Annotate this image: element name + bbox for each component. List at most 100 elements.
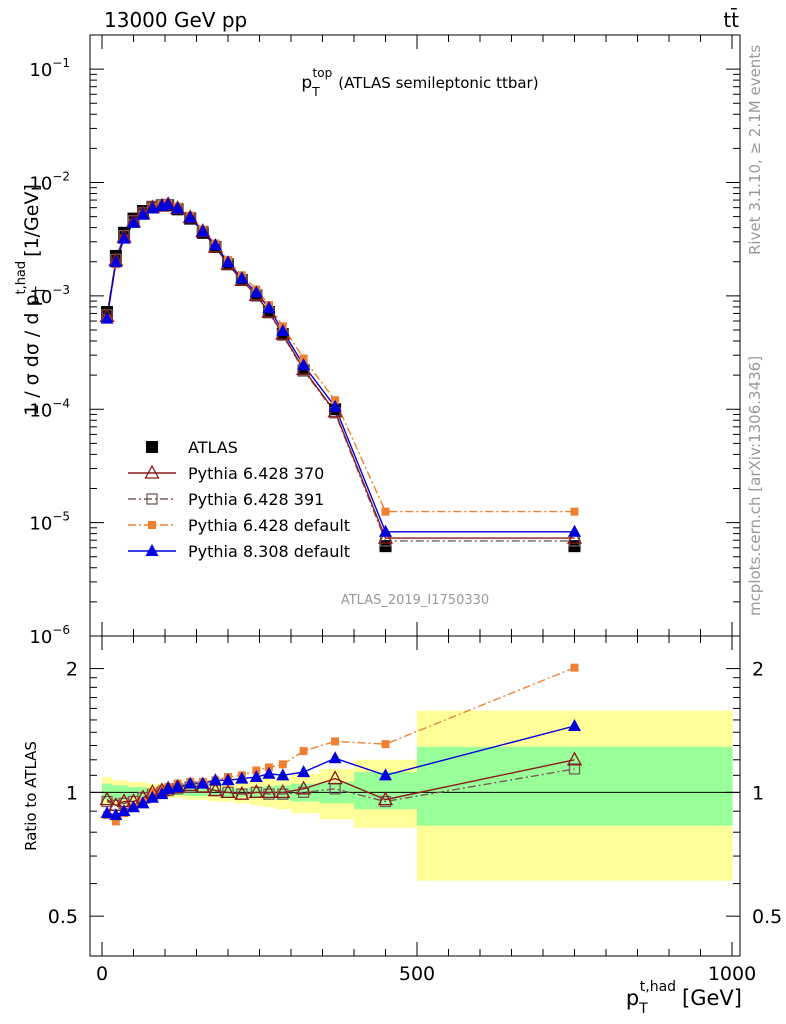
- point-p8: [136, 207, 150, 220]
- legend-label-p391: Pythia 6.428 391: [188, 490, 324, 509]
- point-p8: [262, 301, 276, 314]
- ytick-exp: −4: [52, 396, 70, 410]
- ratio-point-p391: [568, 763, 581, 775]
- ratio-ytick-label-left: 1: [66, 782, 78, 804]
- band-inner: [417, 746, 733, 826]
- series-line-p391: [106, 203, 575, 542]
- ratio-point-p370: [566, 751, 583, 766]
- ratio-ytick-label-right: 1: [752, 782, 764, 804]
- point-p8: [249, 285, 263, 298]
- ytick-base: 10: [29, 287, 52, 308]
- ratio-point-p8: [117, 804, 131, 817]
- ratio-ytick-label-right: 2: [752, 659, 764, 681]
- ratio-point-p6def: [299, 747, 308, 756]
- ratio-point-p8: [221, 773, 235, 786]
- ratio-point-p8: [155, 787, 169, 800]
- legend-label-p370: Pythia 6.428 370: [188, 464, 324, 483]
- ratio-xtick-label: 0: [96, 963, 108, 985]
- ytick-base: 10: [29, 174, 52, 195]
- main-ytick-label: 10−5: [29, 510, 70, 535]
- ratio-y-ticks: 0.5 0.5 1 1 2 2: [48, 659, 782, 929]
- point-p8: [221, 255, 235, 268]
- ratio-point-p8: [249, 769, 263, 782]
- ratio-y-axis-label: Ratio to ATLAS: [22, 741, 40, 851]
- xlabel-p: p: [626, 986, 639, 1010]
- header-left: 13000 GeV pp: [104, 8, 247, 32]
- plot-title: pTtop (ATLAS semileptonic ttbar): [301, 66, 538, 99]
- legend-label-ATLAS: ATLAS: [188, 438, 238, 457]
- xlabel-post: [GeV]: [682, 986, 742, 1010]
- ratio-point-p370: [327, 770, 343, 785]
- ratio-point-p370: [261, 783, 277, 799]
- mcplots-label: mcplots.cern.ch [arXiv:1306.3436]: [746, 356, 764, 616]
- series-line-p8: [106, 203, 575, 533]
- point-p370: [377, 529, 394, 544]
- ratio-point-p8: [100, 806, 114, 819]
- ratio-point-p8: [196, 776, 210, 789]
- main-plot-area: [99, 196, 583, 553]
- title-rest: (ATLAS semileptonic ttbar): [338, 74, 538, 92]
- ytick-exp: −3: [52, 283, 70, 297]
- ratio-ytick-label-right: 0.5: [752, 906, 782, 928]
- legend-marker-p391: [146, 493, 158, 505]
- point-p8: [161, 197, 175, 210]
- ratio-panel: 0.5 0.5 1 1 2 2 0 500 1000 Ratio to ATLAS pTt,h…: [22, 635, 782, 1017]
- ytick-exp: −1: [52, 56, 70, 70]
- ratio-point-p8: [127, 800, 140, 813]
- point-p370: [566, 529, 583, 544]
- ratio-point-p8: [379, 768, 392, 781]
- ratio-xtick-label: 1000: [708, 963, 756, 985]
- ratio-point-p6def: [111, 817, 120, 826]
- ratio-frame: [89, 635, 741, 957]
- point-p8: [235, 271, 249, 284]
- ytick-base: 10: [29, 627, 52, 648]
- ylabel-pre: 1 / σ dσ / d p: [21, 294, 43, 415]
- ylabel-post: [1/GeV]: [21, 184, 43, 257]
- legend-marker-p370: [144, 464, 160, 479]
- ratio-ytick-label-left: 0.5: [48, 906, 78, 928]
- ratio-point-p6def: [570, 663, 579, 672]
- point-p8: [117, 231, 131, 244]
- point-p8: [183, 210, 197, 223]
- ratio-point-p370: [248, 783, 264, 799]
- point-p8: [145, 201, 159, 214]
- point-p8: [276, 324, 290, 337]
- ratio-point-p8: [136, 796, 150, 809]
- point-p8: [297, 358, 311, 371]
- point-p8: [208, 238, 222, 251]
- ytick-exp: −6: [52, 623, 70, 637]
- legend-label-p8: Pythia 8.308 default: [188, 542, 350, 561]
- ratio-point-p370: [377, 791, 394, 806]
- legend-marker-p6def: [148, 521, 156, 529]
- ratio-point-p8: [262, 766, 276, 779]
- ratio-point-p370: [296, 780, 312, 795]
- main-ytick-label: 10−3: [29, 283, 70, 308]
- xlabel-sub: T: [638, 1001, 648, 1017]
- ratio-point-p370: [275, 783, 291, 799]
- ytick-base: 10: [29, 400, 52, 421]
- analysis-id: ATLAS_2019_I1750330: [341, 593, 489, 608]
- ratio-xtick-label: 500: [399, 963, 435, 985]
- main-y-axis-label: 1 / σ dσ / d pTt,had [1/GeV]: [14, 184, 49, 416]
- ratio-point-p370: [234, 785, 250, 800]
- main-x-ticks: [101, 35, 733, 636]
- title-sub: T: [311, 85, 320, 99]
- ylabel-sub: T: [34, 286, 49, 295]
- legend-marker-p8: [145, 544, 159, 556]
- series-line-p370: [106, 203, 575, 539]
- ratio-point-p8: [328, 751, 342, 764]
- ratio-point-p6def: [381, 740, 390, 749]
- ytick-exp: −5: [52, 510, 70, 524]
- point-p8: [196, 224, 210, 237]
- main-ytick-label: 10−6: [29, 623, 70, 648]
- ytick-base: 10: [29, 60, 52, 81]
- ratio-point-p370: [207, 782, 223, 797]
- ratio-point-p8: [183, 776, 197, 789]
- rivet-label: Rivet 3.1.10, ≥ 2.1M events: [746, 45, 764, 255]
- ratio-point-p8: [208, 773, 222, 786]
- ratio-point-p8: [235, 771, 249, 784]
- main-ytick-label: 10−4: [29, 396, 70, 421]
- x-axis-label: pTt,had [GeV]: [626, 979, 742, 1017]
- ratio-plot-area: [90, 663, 740, 881]
